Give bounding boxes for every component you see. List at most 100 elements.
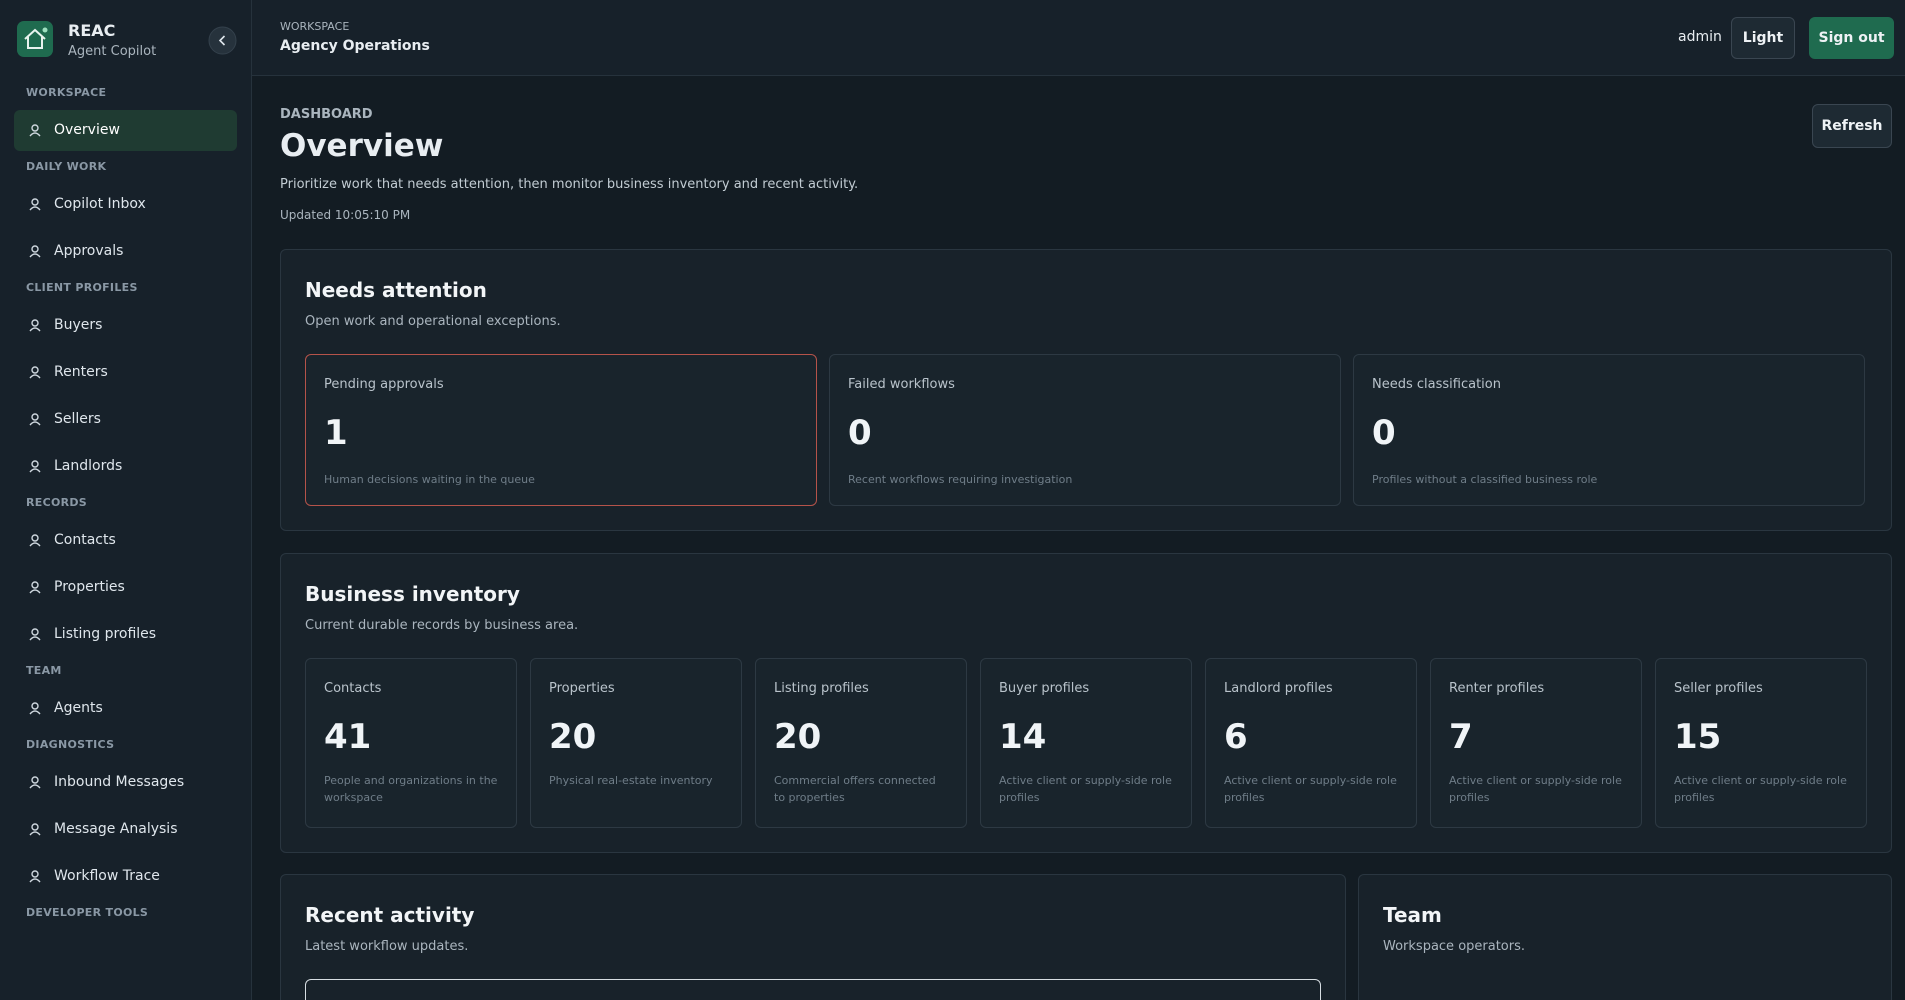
stat-caption: People and organizations in the workspac… xyxy=(324,774,498,804)
stat-label: Pending approvals xyxy=(324,377,444,392)
nav-icon xyxy=(29,366,41,379)
brand-subtitle: Agent Copilot xyxy=(68,44,157,59)
collapse-button[interactable] xyxy=(208,26,237,55)
nav-item[interactable]: Inbound Messages xyxy=(14,762,237,803)
nav-icon xyxy=(29,534,41,547)
stat-card: Failed workflows 0 Recent workflows requir… xyxy=(829,354,1341,506)
nav-icon xyxy=(29,581,41,594)
nav-item[interactable]: Contacts xyxy=(14,520,237,561)
stat-card: Contacts 41 People and organizations in th… xyxy=(305,658,517,828)
stat-caption: Commercial offers connected to propertie… xyxy=(774,774,936,804)
stat-value: 14 xyxy=(999,717,1047,757)
stat-label: Needs classification xyxy=(1372,377,1501,392)
stat-value: 0 xyxy=(848,413,872,453)
panel-title: Business inventory xyxy=(305,582,520,606)
nav-section-title: CLIENT PROFILES xyxy=(26,281,138,294)
nav-label: Agents xyxy=(54,700,103,716)
nav-icon xyxy=(29,628,41,641)
page-eyebrow: DASHBOARD xyxy=(280,107,373,122)
stat-value: 0 xyxy=(1372,413,1396,453)
nav-label: Buyers xyxy=(54,317,103,333)
user-name: admin xyxy=(1678,29,1722,45)
stat-value: 15 xyxy=(1674,717,1722,757)
panel: Team Workspace operators. xyxy=(1358,874,1892,1000)
panel-title: Needs attention xyxy=(305,278,487,302)
nav-item[interactable]: Sellers xyxy=(14,399,237,440)
nav-label: Renters xyxy=(54,364,108,380)
nav-item[interactable]: Message Analysis xyxy=(14,809,237,850)
nav-icon xyxy=(29,319,41,332)
nav-item[interactable]: Approvals xyxy=(14,231,237,272)
stat-caption: Profiles without a classified business r… xyxy=(1372,473,1598,486)
stat-caption: Active client or supply-side role profil… xyxy=(1224,774,1397,804)
logo xyxy=(17,21,53,57)
stat-card: Properties 20 Physical real-estate invento… xyxy=(530,658,742,828)
nav-item[interactable]: Overview xyxy=(14,110,237,151)
nav-section-title: DAILY WORK xyxy=(26,160,107,173)
stat-card: Buyer profiles 14 Active client or supply-… xyxy=(980,658,1192,828)
stat-caption: Recent workflows requiring investigation xyxy=(848,473,1073,486)
nav-label: Overview xyxy=(54,122,120,138)
theme-button[interactable]: Light xyxy=(1731,17,1795,59)
nav-label: Landlords xyxy=(54,458,123,474)
stat-label: Listing profiles xyxy=(774,681,869,696)
nav-icon xyxy=(29,702,41,715)
stat-label: Properties xyxy=(549,681,615,696)
workspace-name: Agency Operations xyxy=(280,38,430,54)
nav-item[interactable]: Workflow Trace xyxy=(14,856,237,897)
nav-label: Approvals xyxy=(54,243,124,259)
stat-label: Contacts xyxy=(324,681,382,696)
nav-icon xyxy=(29,870,41,883)
nav-section-title: DEVELOPER TOOLS xyxy=(26,906,149,919)
stat-caption: Physical real-estate inventory xyxy=(549,774,713,787)
refresh-button[interactable]: Refresh xyxy=(1812,104,1892,148)
nav-item[interactable]: Renters xyxy=(14,352,237,393)
stat-card: Renter profiles 7 Active client or supply-… xyxy=(1430,658,1642,828)
stat-label: Seller profiles xyxy=(1674,681,1763,696)
top-bar: WORKSPACE Agency Operations admin Light … xyxy=(252,0,1905,76)
stat-value: 20 xyxy=(774,717,822,757)
stat-card: Seller profiles 15 Active client or supply… xyxy=(1655,658,1867,828)
brand: REAC xyxy=(68,21,116,40)
nav-item[interactable]: Copilot Inbox xyxy=(14,184,237,225)
stat-value: 20 xyxy=(549,717,597,757)
panel-subtitle: Workspace operators. xyxy=(1383,939,1526,954)
nav-section-title: TEAM xyxy=(26,664,62,677)
nav-item[interactable]: Listing profiles xyxy=(14,614,237,655)
sidebar: REAC Agent Copilot WORKSPACE Overview DAIL… xyxy=(0,0,252,1000)
stat-label: Buyer profiles xyxy=(999,681,1090,696)
nav-item[interactable]: Agents xyxy=(14,688,237,729)
stat-label: Renter profiles xyxy=(1449,681,1545,696)
panel: Needs attention Open work and operational… xyxy=(280,249,1892,531)
stat-caption: Active client or supply-side role profil… xyxy=(1674,774,1847,804)
panel-subtitle: Open work and operational exceptions. xyxy=(305,314,561,329)
page-description: Prioritize work that needs attention, th… xyxy=(280,177,859,192)
nav-item[interactable]: Properties xyxy=(14,567,237,608)
nav-item[interactable]: Buyers xyxy=(14,305,237,346)
nav-label: Copilot Inbox xyxy=(54,196,146,212)
sign-out-button[interactable]: Sign out xyxy=(1809,17,1894,59)
stat-caption: Human decisions waiting in the queue xyxy=(324,473,535,486)
panel-title: Team xyxy=(1383,903,1442,927)
nav-section-title: RECORDS xyxy=(26,496,88,509)
nav-label: Workflow Trace xyxy=(54,868,160,884)
nav-section-title: DIAGNOSTICS xyxy=(26,738,115,751)
nav-icon xyxy=(29,245,41,258)
nav-icon xyxy=(29,124,41,137)
nav-label: Listing profiles xyxy=(54,626,157,642)
nav-label: Message Analysis xyxy=(54,821,178,837)
stat-card: Needs classification 0 Profiles without a … xyxy=(1353,354,1865,506)
activity-item xyxy=(305,979,1321,1000)
stat-value: 7 xyxy=(1449,717,1473,757)
nav-icon xyxy=(29,823,41,836)
nav-icon xyxy=(29,413,41,426)
stat-caption: Active client or supply-side role profil… xyxy=(999,774,1172,804)
nav-item[interactable]: Landlords xyxy=(14,446,237,487)
stat-value: 41 xyxy=(324,717,372,757)
nav-label: Properties xyxy=(54,579,125,595)
panel-subtitle: Current durable records by business area… xyxy=(305,618,579,633)
panel-title: Recent activity xyxy=(305,903,475,927)
workspace-eyebrow: WORKSPACE xyxy=(280,20,350,33)
panel: Recent activity Latest workflow updates. xyxy=(280,874,1346,1000)
